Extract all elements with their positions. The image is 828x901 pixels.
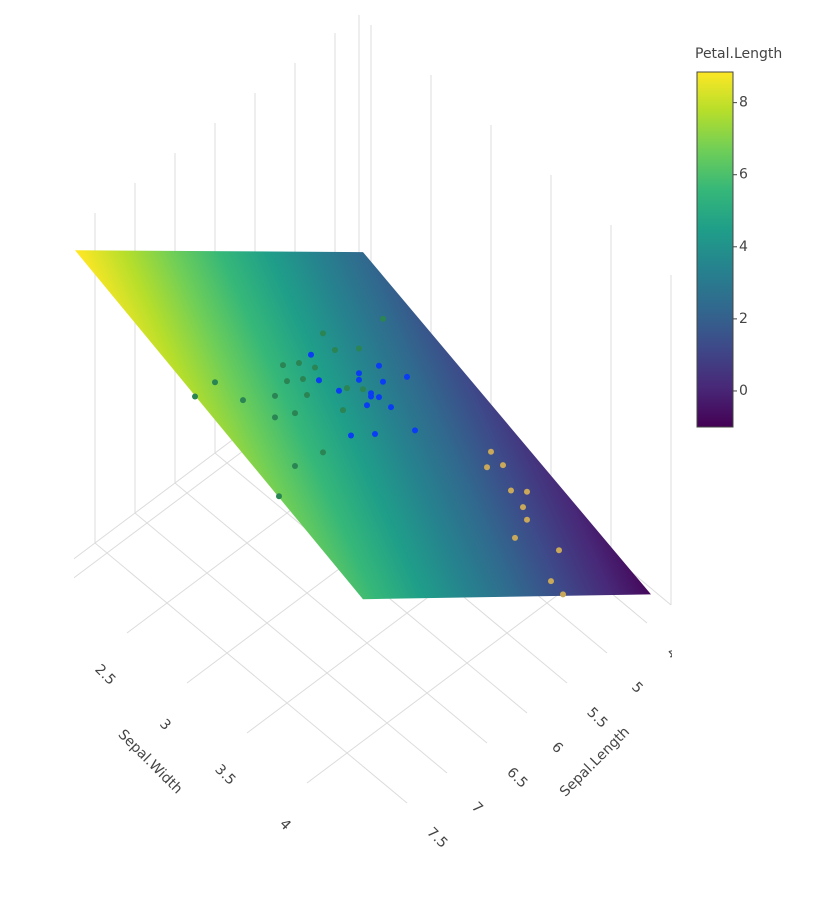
point (300, 376, 306, 382)
point (376, 394, 382, 401)
x-tick-label: 2.5 (91, 661, 118, 688)
point (560, 591, 566, 598)
colorbar-title: Petal.Length (695, 46, 782, 62)
point (272, 414, 278, 421)
point (380, 378, 386, 385)
colorbar (696, 71, 734, 428)
point (524, 516, 530, 523)
y-tick-label: 5 (628, 679, 646, 697)
colorbar-tick-label: 8 (739, 95, 748, 111)
point (508, 487, 514, 494)
x-axis-title: Sepal.Width (115, 727, 186, 798)
point (276, 493, 282, 500)
y-tick-label: 7 (468, 799, 486, 817)
point (312, 364, 318, 371)
floor-grid-line (134, 512, 448, 774)
point (296, 360, 302, 366)
x-tick-label: 3 (156, 716, 174, 734)
point (344, 385, 350, 392)
point (340, 407, 346, 414)
x-tick-label: 3.5 (211, 761, 238, 788)
point (240, 397, 246, 404)
y-tick-label: 5.5 (583, 704, 610, 731)
floor-grid-line (94, 542, 408, 804)
y-axis-title: Sepal.Length (557, 724, 633, 800)
point (484, 464, 490, 471)
point (348, 432, 354, 439)
point (192, 393, 198, 400)
point (284, 378, 290, 385)
point (356, 370, 362, 377)
surface (75, 250, 651, 600)
point (360, 386, 366, 393)
point (316, 377, 322, 384)
point (520, 504, 526, 511)
point (512, 534, 518, 541)
colorbar-tick-label: 2 (739, 311, 748, 327)
point (272, 392, 278, 399)
point (304, 392, 310, 398)
point (368, 393, 374, 400)
x-tick-label: 4 (276, 816, 294, 834)
point (404, 373, 410, 380)
point (292, 410, 298, 417)
y-tick-label: 7.5 (423, 824, 450, 851)
scene: 2 2.5 3 3.5 4 4.5 5 5.5 6 6.5 7 7.5 Sepal.Width Sepal… (36, 15, 690, 852)
colorbar-tick-label: 0 (739, 383, 748, 399)
y-tick-label: 6.5 (503, 764, 530, 791)
y-tick-label: 4.5 (663, 644, 690, 671)
point (372, 431, 378, 437)
point (356, 345, 362, 352)
y-tick-label: 6 (548, 739, 566, 757)
colorbar-tick-label: 4 (739, 239, 748, 255)
point (388, 404, 394, 411)
point (332, 347, 338, 353)
point (556, 547, 562, 554)
point (488, 448, 494, 455)
point (548, 578, 554, 585)
point (500, 462, 506, 469)
point (336, 387, 342, 394)
point (412, 427, 418, 434)
point (280, 362, 286, 369)
point (364, 402, 370, 409)
colorbar-tick-label: 6 (739, 167, 748, 183)
point (376, 362, 382, 369)
point (320, 330, 326, 337)
point (320, 449, 326, 456)
floor-grid-line (174, 482, 488, 744)
point (356, 376, 362, 383)
point (212, 379, 218, 386)
point (524, 488, 530, 495)
point (308, 351, 314, 358)
x-tick-label: 2 (36, 616, 54, 634)
point (292, 463, 298, 469)
point (380, 315, 386, 322)
